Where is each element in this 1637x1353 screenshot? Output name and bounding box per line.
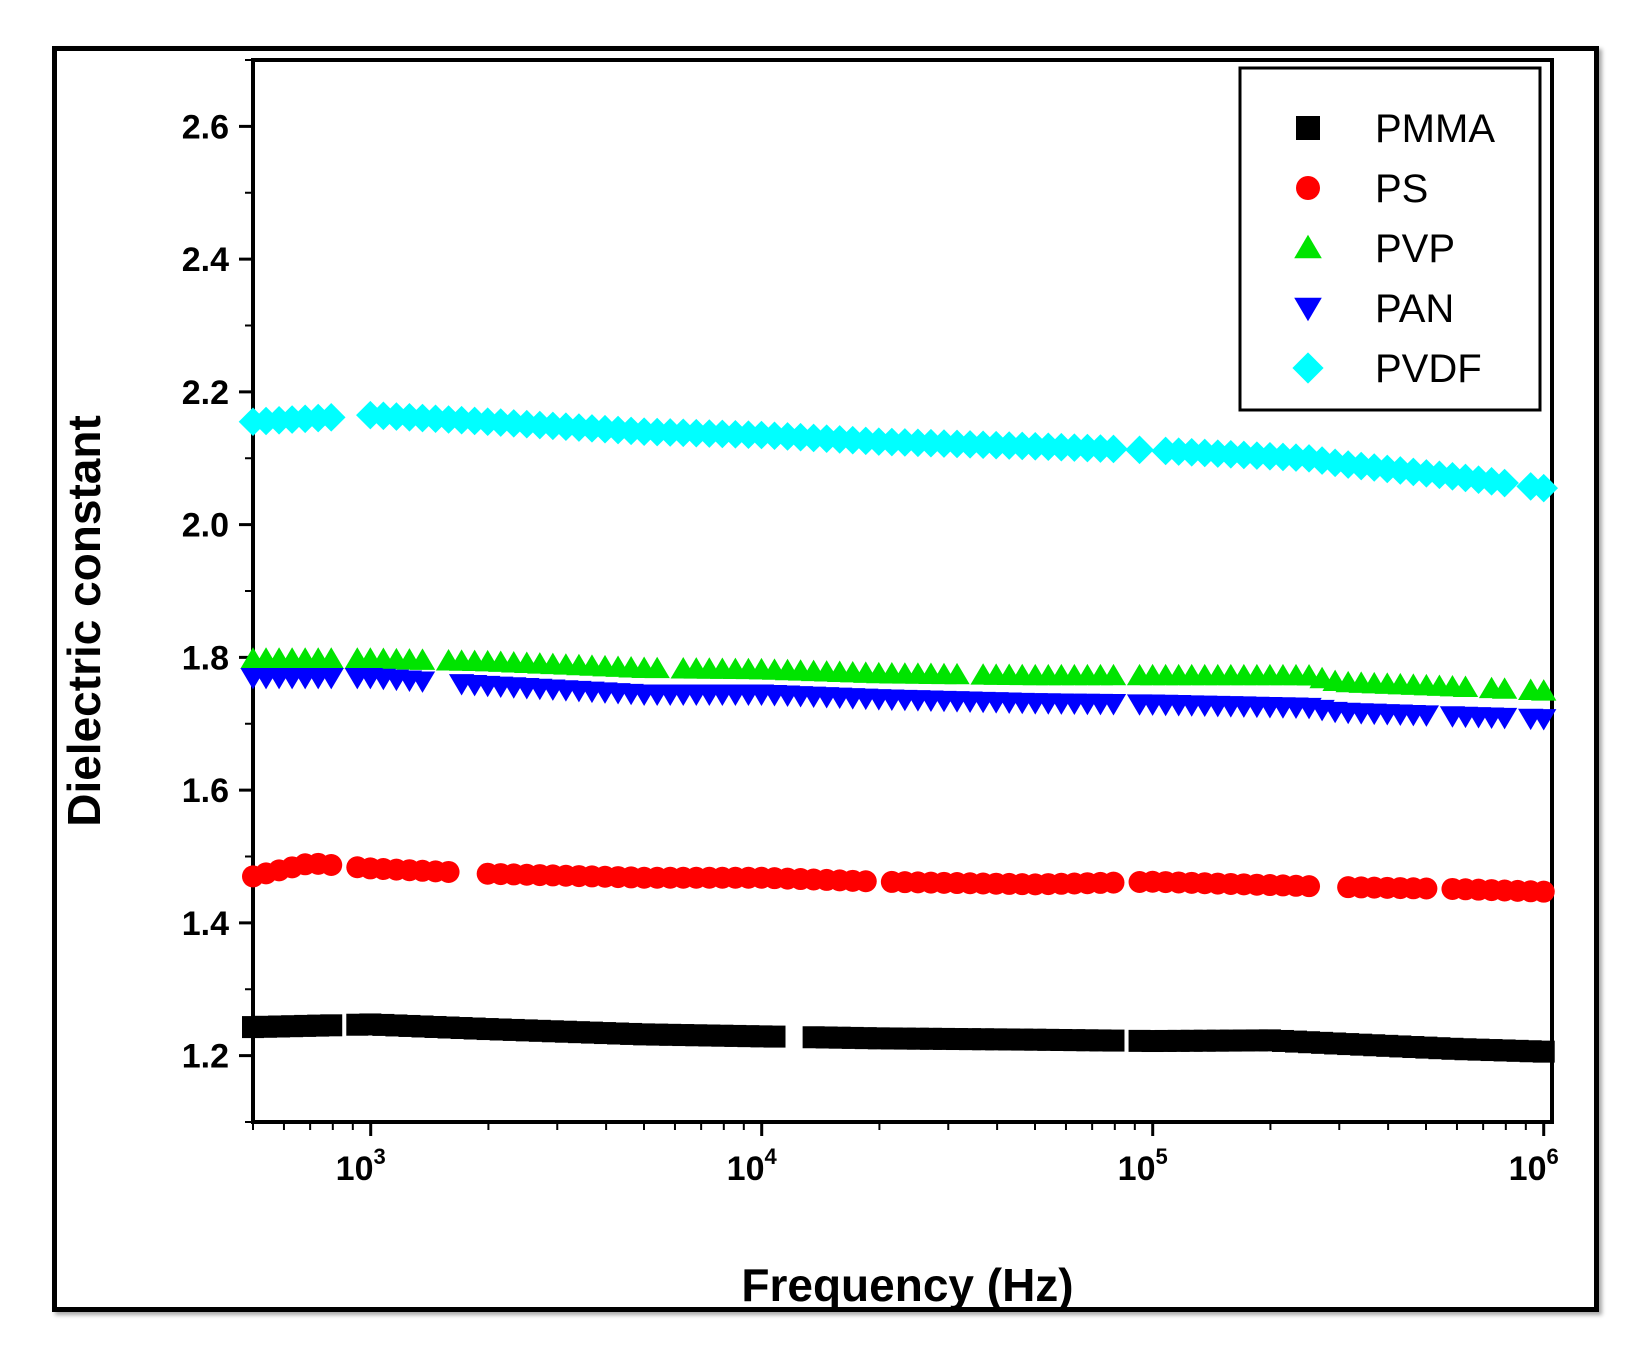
data-point-pvp bbox=[409, 648, 436, 670]
data-point-ps bbox=[1298, 875, 1321, 898]
data-point-pvp bbox=[1491, 677, 1518, 699]
data-point-pvdf bbox=[1346, 451, 1376, 481]
y-tick-label: 2.6 bbox=[182, 108, 229, 146]
legend-label-pvdf: PVDF bbox=[1375, 347, 1482, 391]
data-point-pvdf bbox=[1099, 434, 1128, 464]
data-point-pvp bbox=[944, 662, 970, 685]
data-point-pvp bbox=[644, 656, 670, 679]
data-point-pmma bbox=[320, 1014, 343, 1037]
data-point-pvdf bbox=[1490, 468, 1519, 498]
chart-legend: PMMA PS PVP PAN PVDF bbox=[1238, 66, 1542, 412]
y-axis-title: Dielectric constant bbox=[58, 415, 110, 827]
legend-label-pmma: PMMA bbox=[1375, 107, 1495, 151]
legend-label-pvp: PVP bbox=[1375, 227, 1455, 271]
x-tick-label: 103 bbox=[336, 1144, 386, 1188]
data-point-ps bbox=[854, 870, 877, 893]
data-point-ps bbox=[320, 853, 343, 876]
data-point-pan bbox=[1413, 705, 1440, 727]
legend-marker-pan bbox=[1294, 297, 1322, 322]
data-point-pvdf bbox=[316, 403, 346, 432]
data-point-pan bbox=[1100, 694, 1127, 716]
y-tick-label: 1.4 bbox=[182, 905, 229, 943]
data-point-pmma bbox=[1532, 1040, 1555, 1063]
data-point-pmma bbox=[763, 1025, 786, 1048]
y-tick-label: 2.2 bbox=[182, 374, 229, 412]
data-point-ps bbox=[437, 860, 460, 883]
series-pvp bbox=[240, 647, 1557, 701]
data-point-pvp bbox=[1452, 675, 1479, 697]
data-point-pvdf bbox=[1294, 444, 1324, 473]
y-tick-label: 2.4 bbox=[182, 241, 229, 279]
data-point-pan bbox=[1491, 707, 1518, 730]
data-point-pvp bbox=[1531, 679, 1557, 701]
x-axis-title: Frequency (Hz) bbox=[741, 1259, 1073, 1311]
chart-axes: 1.2 1.4 1.6 1.8 2.0 2.2 2.4 2.6 103 104 105 106 Freq… bbox=[58, 58, 1559, 1311]
y-tick-label: 1.2 bbox=[182, 1038, 229, 1076]
legend-marker-ps bbox=[1296, 176, 1320, 200]
data-point-pan bbox=[1531, 709, 1557, 731]
data-point-ps bbox=[1415, 877, 1438, 900]
legend-marker-pmma bbox=[1296, 116, 1320, 140]
legend-box bbox=[1238, 66, 1542, 412]
data-point-pan bbox=[409, 671, 436, 693]
data-point-pmma bbox=[1102, 1029, 1125, 1052]
data-point-ps bbox=[1532, 880, 1555, 903]
data-point-pvdf bbox=[1529, 473, 1559, 503]
data-point-pvdf bbox=[1125, 435, 1154, 465]
data-point-ps bbox=[1102, 871, 1125, 894]
y-tick-label: 1.8 bbox=[182, 639, 229, 677]
series-ps bbox=[242, 852, 1555, 903]
legend-label-ps: PS bbox=[1375, 167, 1428, 211]
data-point-pan bbox=[318, 667, 344, 690]
data-point-pvp bbox=[318, 647, 344, 669]
series-pan bbox=[240, 667, 1557, 731]
x-tick-label: 106 bbox=[1509, 1144, 1559, 1188]
x-tick-label: 104 bbox=[727, 1144, 778, 1188]
data-point-pvp bbox=[1100, 663, 1127, 686]
legend-marker-pvp bbox=[1294, 234, 1322, 259]
legend-label-pan: PAN bbox=[1375, 287, 1454, 331]
chart-series bbox=[238, 400, 1559, 1063]
series-pmma bbox=[242, 1013, 1555, 1063]
y-tick-label: 1.6 bbox=[182, 772, 229, 810]
legend-marker-pvdf bbox=[1292, 352, 1324, 384]
series-pvdf bbox=[238, 400, 1559, 503]
y-tick-label: 2.0 bbox=[182, 507, 229, 545]
x-tick-label: 105 bbox=[1118, 1144, 1168, 1188]
